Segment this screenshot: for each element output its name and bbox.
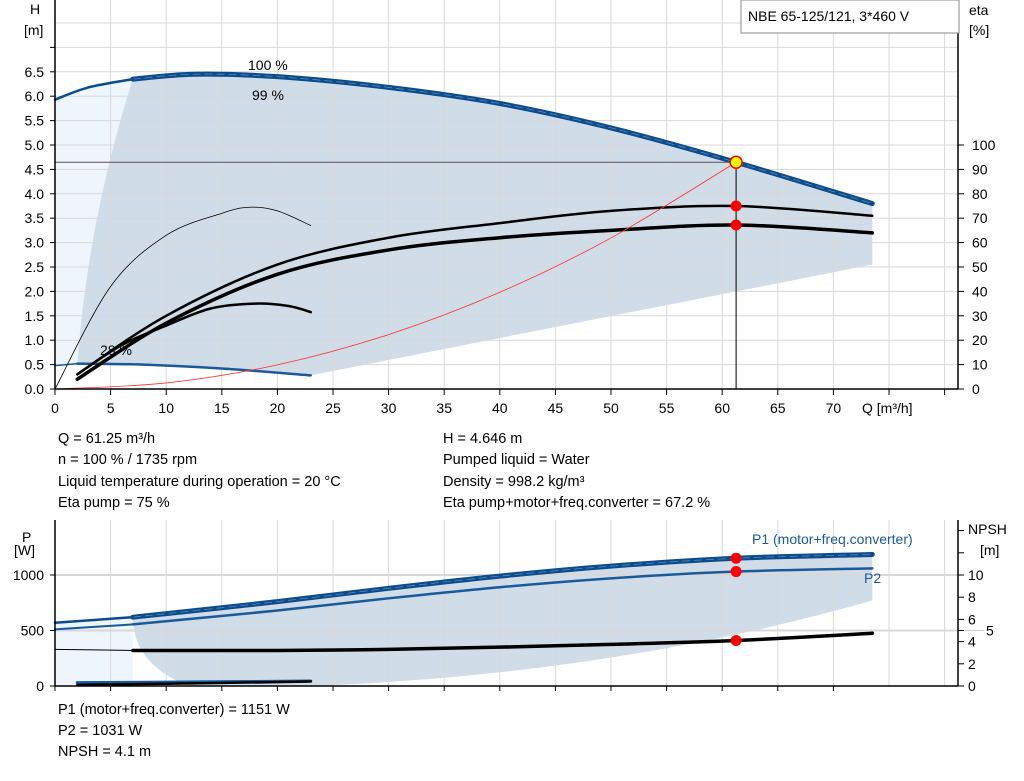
x-axis-label: Q [m³/h] — [862, 400, 913, 416]
y-tick-label: 0.0 — [25, 381, 45, 397]
eta-tick-label: 20 — [972, 332, 988, 348]
curve-p1-ext — [53, 615, 135, 624]
info-liquid: Pumped liquid = Water — [443, 452, 590, 468]
npsh-marker — [730, 634, 742, 646]
x-tick-label: 5 — [107, 400, 115, 416]
npsh-tick-label: 0 — [968, 678, 976, 694]
eta-total-marker — [730, 219, 742, 231]
eta-tick-label: 90 — [972, 161, 988, 177]
x-tick-label: 20 — [270, 400, 286, 416]
y-left-unit: [m] — [24, 22, 43, 38]
eta-tick-label: 0 — [972, 381, 980, 397]
eta-tick-label: 60 — [972, 235, 988, 251]
p-tick-label: 500 — [21, 623, 45, 639]
x-tick-label: 45 — [548, 400, 564, 416]
eta-tick-label: 50 — [972, 259, 988, 275]
y-tick-label: 5.0 — [25, 137, 45, 153]
curve-eta-total-min — [75, 302, 313, 376]
curve-eta-pump — [75, 204, 874, 376]
curve-h-min-ext — [54, 362, 78, 367]
x-tick-label: 10 — [158, 400, 174, 416]
npsh-tick-label: 6 — [968, 611, 976, 627]
npsh-tick-label: 2 — [968, 656, 976, 672]
info-head: H = 4.646 m — [443, 431, 523, 447]
y-tick-label: 6.5 — [25, 64, 45, 80]
p-axis-unit: [W] — [14, 542, 35, 558]
curve-h-max-ext — [53, 77, 135, 101]
npsh-tick-label: 5 — [986, 623, 994, 639]
info-p1: P1 (motor+freq.converter) = 1151 W — [58, 702, 290, 718]
y-tick-label: 1.5 — [25, 308, 45, 324]
y-tick-label: 3.0 — [25, 235, 45, 251]
eta-tick-label: 40 — [972, 283, 988, 299]
y-right-label: eta — [969, 2, 989, 18]
curve-label-99: 99 % — [252, 87, 284, 103]
p2-marker — [730, 566, 742, 578]
info-npsh: NPSH = 4.1 m — [58, 744, 152, 760]
curve-eta-pump-min — [54, 206, 312, 390]
info-temperature: Liquid temperature during operation = 20… — [58, 474, 341, 490]
eta-tick-label: 100 — [972, 137, 996, 153]
operating-point-marker — [729, 155, 743, 170]
x-tick-label: 60 — [714, 400, 730, 416]
info-eta-total: Eta pump+motor+freq.converter = 67.2 % — [443, 495, 711, 511]
y-tick-label: 5.5 — [25, 113, 45, 129]
info-eta-pump: Eta pump = 75 % — [58, 495, 170, 511]
x-tick-label: 25 — [325, 400, 341, 416]
p-tick-label: 0 — [36, 678, 44, 694]
y-right-unit: [%] — [969, 22, 989, 38]
p1-marker — [730, 552, 742, 564]
curve-p2-ext — [54, 623, 134, 631]
curve-eta-total — [75, 223, 875, 381]
y-tick-label: 4.0 — [25, 186, 45, 202]
npsh-axis-unit: [m] — [980, 542, 999, 558]
eta-tick-label: 70 — [972, 210, 988, 226]
x-tick-label: 0 — [51, 400, 59, 416]
x-tick-label: 55 — [659, 400, 675, 416]
npsh-tick-label: 10 — [968, 567, 984, 583]
power-area — [132, 554, 873, 686]
npsh-axis-label: NPSH — [968, 521, 1007, 537]
curve-label-100: 100 % — [248, 57, 288, 73]
x-tick-label: 30 — [381, 400, 397, 416]
curve-npsh-min — [75, 680, 313, 687]
info-q: Q = 61.25 m³/h — [58, 431, 156, 447]
eta-tick-label: 30 — [972, 308, 988, 324]
y-tick-label: 1.0 — [25, 332, 45, 348]
curve-npsh-ext — [54, 648, 134, 651]
curve-h-min — [75, 362, 313, 377]
eta-pump-marker — [730, 200, 742, 212]
npsh-tick-label: 8 — [968, 589, 976, 605]
chart-title: NBE 65-125/121, 3*460 V — [748, 8, 910, 24]
x-tick-label: 35 — [436, 400, 452, 416]
p-tick-label: 1000 — [13, 567, 44, 583]
y-tick-label: 2.0 — [25, 283, 45, 299]
curve-system-curve — [54, 161, 737, 390]
x-tick-label: 70 — [826, 400, 842, 416]
x-tick-label: 50 — [603, 400, 619, 416]
x-tick-label: 40 — [492, 400, 508, 416]
p2-legend: P2 — [864, 570, 881, 586]
y-left-label: H — [30, 1, 40, 17]
eta-tick-label: 10 — [972, 357, 988, 373]
eta-tick-label: 80 — [972, 186, 988, 202]
info-density: Density = 998.2 kg/m³ — [443, 474, 585, 490]
info-speed: n = 100 % / 1735 rpm — [58, 452, 198, 468]
p-axis-label: P — [22, 529, 31, 545]
npsh-tick-label: 4 — [968, 634, 976, 650]
x-tick-label: 15 — [214, 400, 230, 416]
y-tick-label: 4.5 — [25, 161, 45, 177]
curve-label-28: 28 % — [100, 342, 132, 358]
power-area-light — [55, 617, 133, 686]
x-tick-label: 65 — [770, 400, 786, 416]
title-box — [740, 0, 960, 34]
y-tick-label: 0.5 — [25, 357, 45, 373]
y-tick-label: 6.0 — [25, 88, 45, 104]
y-tick-label: 2.5 — [25, 259, 45, 275]
info-p2: P2 = 1031 W — [58, 723, 143, 739]
p1-legend: P1 (motor+freq.converter) — [752, 531, 913, 547]
y-tick-label: 3.5 — [25, 210, 45, 226]
